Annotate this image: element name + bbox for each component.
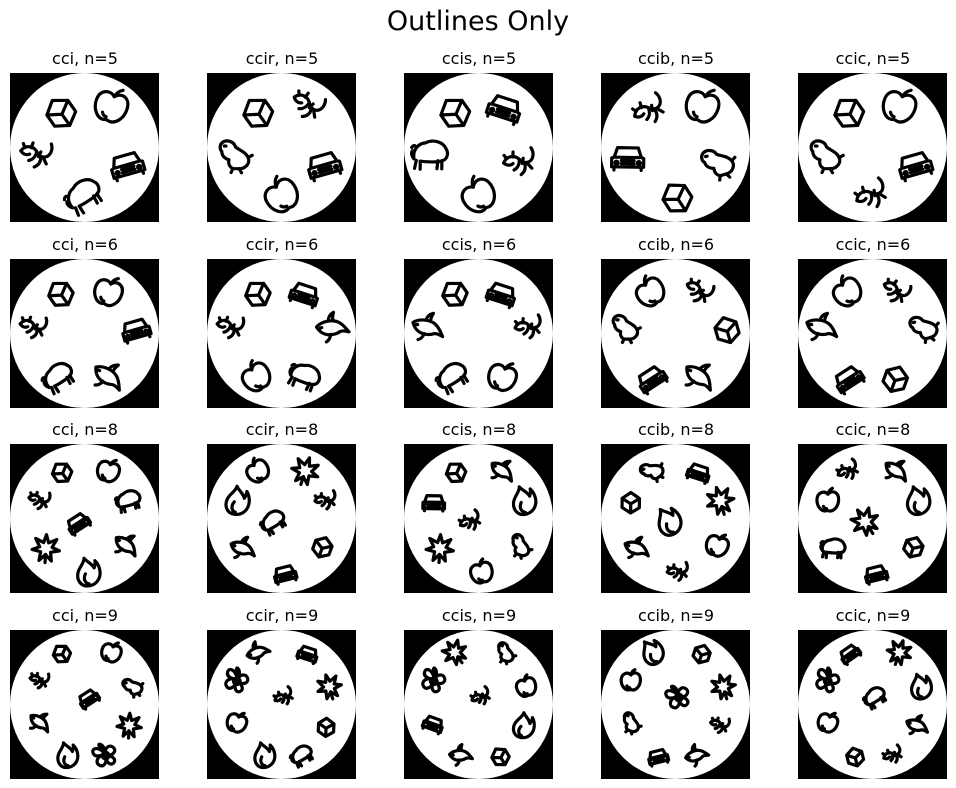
panel-cci-n6 [10, 259, 159, 408]
panel-title: ccir, n=5 [207, 49, 357, 69]
panel-title: cci, n=8 [10, 420, 160, 440]
panel-title: ccic, n=8 [798, 420, 948, 440]
panel-title: ccic, n=6 [798, 235, 948, 255]
panel-ccis-n9 [404, 630, 553, 779]
panel-ccis-n8 [404, 444, 553, 593]
panel-title: ccib, n=6 [601, 235, 751, 255]
panel-title: ccis, n=5 [404, 49, 554, 69]
panel-title: ccis, n=9 [404, 606, 554, 626]
panel-cci-n9 [10, 630, 159, 779]
panel-title: ccib, n=8 [601, 420, 751, 440]
panel-title: ccic, n=9 [798, 606, 948, 626]
panel-ccic-n6 [798, 259, 947, 408]
panel-title: ccis, n=6 [404, 235, 554, 255]
panel-title: ccir, n=9 [207, 606, 357, 626]
panel-cci-n5 [10, 73, 159, 222]
panel-title: cci, n=5 [10, 49, 160, 69]
panel-ccib-n9 [601, 630, 750, 779]
panel-title: ccis, n=8 [404, 420, 554, 440]
panel-ccib-n6 [601, 259, 750, 408]
panel-ccir-n8 [207, 444, 356, 593]
panel-ccis-n6 [404, 259, 553, 408]
panel-ccir-n9 [207, 630, 356, 779]
panel-ccic-n5 [798, 73, 947, 222]
panel-ccic-n8 [798, 444, 947, 593]
panel-ccis-n5 [404, 73, 553, 222]
panel-title: ccib, n=9 [601, 606, 751, 626]
panel-ccir-n5 [207, 73, 356, 222]
panel-ccic-n9 [798, 630, 947, 779]
panel-title: cci, n=9 [10, 606, 160, 626]
panel-ccib-n5 [601, 73, 750, 222]
panel-title: cci, n=6 [10, 235, 160, 255]
panel-title: ccib, n=5 [601, 49, 751, 69]
panel-title: ccir, n=8 [207, 420, 357, 440]
panel-ccib-n8 [601, 444, 750, 593]
panel-title: ccir, n=6 [207, 235, 357, 255]
panel-cci-n8 [10, 444, 159, 593]
panel-ccir-n6 [207, 259, 356, 408]
figure-title: Outlines Only [0, 4, 956, 40]
panel-title: ccic, n=5 [798, 49, 948, 69]
